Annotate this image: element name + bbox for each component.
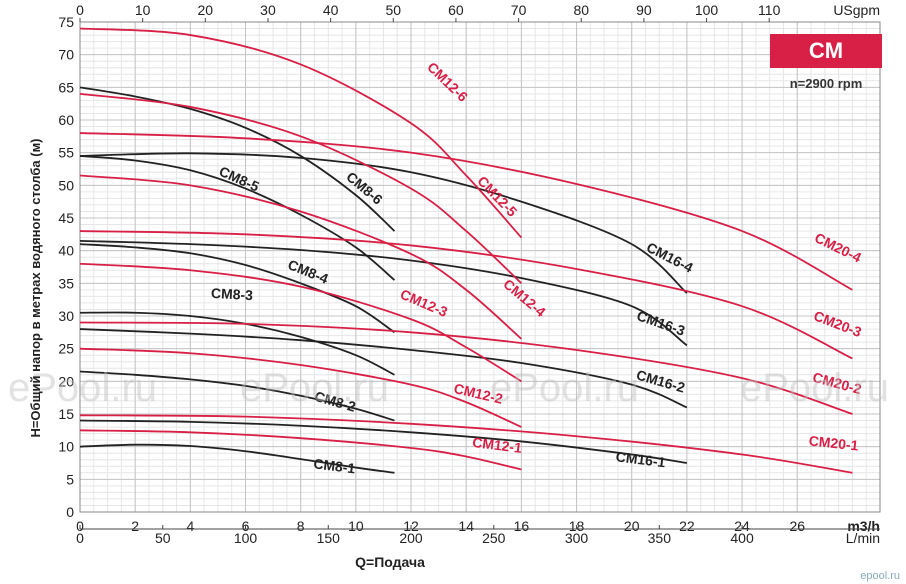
curve-label-cm12-1: CM12-1	[471, 434, 523, 456]
y-tick-label: 45	[58, 210, 74, 226]
usgpm-tick-label: 100	[695, 2, 719, 18]
usgpm-tick-label: 30	[260, 2, 276, 18]
curve-label-cm16-1: CM16-1	[615, 448, 667, 470]
y-tick-label: 70	[58, 47, 74, 63]
x-tick-label: 16	[514, 518, 530, 534]
usgpm-tick-label: 0	[76, 2, 84, 18]
lmin-tick-label: 300	[565, 530, 589, 546]
curve-label-cm20-2: CM20-2	[811, 369, 863, 397]
y-tick-label: 50	[58, 177, 74, 193]
y-tick-label: 60	[58, 112, 74, 128]
curve-cm12-4	[79, 174, 522, 340]
curve-label-cm16-2: CM16-2	[635, 367, 687, 396]
curve-label-cm8-1: CM8-1	[313, 455, 357, 476]
curve-cm20-1	[79, 414, 853, 474]
x-tick-label: 4	[186, 518, 194, 534]
x-tick-label: 10	[348, 518, 364, 534]
curve-cm16-4	[79, 152, 688, 294]
x-tick-label: 26	[789, 518, 805, 534]
curve-cm8-2	[79, 370, 395, 422]
usgpm-tick-label: 10	[135, 2, 151, 18]
curve-cm12-3	[79, 262, 522, 383]
corner-logo-text: epool.ru	[860, 570, 900, 582]
curve-cm16-2	[79, 328, 688, 409]
curve-label-cm8-2: CM8-2	[313, 388, 358, 415]
usgpm-tick-label: 80	[573, 2, 589, 18]
curve-cm12-6	[79, 27, 523, 239]
usgpm-tick-label: 70	[511, 2, 527, 18]
lmin-tick-label: 0	[76, 530, 84, 546]
curve-cm16-1	[79, 419, 688, 464]
curve-cm12-2	[79, 347, 522, 428]
usgpm-tick-label: 50	[385, 2, 401, 18]
y-tick-label: 20	[58, 373, 74, 389]
y-tick-label: 65	[58, 79, 74, 95]
x-tick-label: 22	[679, 518, 695, 534]
bottom-axis-unit: L/min	[846, 530, 880, 546]
curve-label-cm12-3: CM12-3	[398, 286, 450, 320]
curve-cm12-1	[79, 429, 522, 471]
x-tick-label: 8	[297, 518, 305, 534]
curve-cm12-5	[79, 92, 522, 284]
y-tick-label: 35	[58, 275, 74, 291]
usgpm-tick-label: 20	[198, 2, 214, 18]
y-tick-label: 55	[58, 145, 74, 161]
axes: 0510152025303540455055606570750246810121…	[58, 2, 880, 546]
curve-label-cm8-3: CM8-3	[211, 285, 254, 303]
plot-frame	[79, 21, 881, 513]
usgpm-tick-label: 110	[758, 2, 781, 18]
curve-label-cm8-4: CM8-4	[286, 256, 331, 287]
curve-cm16-3	[79, 239, 688, 347]
lmin-tick-label: 400	[730, 530, 754, 546]
lmin-tick-label: 100	[234, 530, 258, 546]
y-tick-label: 5	[66, 471, 74, 487]
usgpm-tick-label: 60	[448, 2, 464, 18]
lmin-tick-label: 150	[317, 530, 341, 546]
y-tick-label: 75	[58, 14, 74, 30]
curve-label-cm8-5: CM8-5	[217, 163, 262, 195]
rotation-speed: n=2900 rpm	[789, 76, 863, 91]
lmin-tick-label: 200	[399, 530, 423, 546]
y-tick-label: 15	[58, 406, 74, 422]
curve-cm8-5	[79, 155, 396, 281]
curve-label-cm12-6: CM12-6	[424, 59, 471, 105]
usgpm-tick-label: 90	[636, 2, 652, 18]
y-tick-label: 40	[58, 243, 74, 259]
top-axis-unit: USgpm	[833, 2, 880, 18]
x-tick-label: 2	[131, 518, 139, 534]
curve-label-cm12-2: CM12-2	[452, 380, 504, 407]
curve-cm20-2	[79, 321, 853, 415]
lmin-tick-label: 350	[648, 530, 672, 546]
grid-major	[79, 21, 881, 513]
lmin-tick-label: 50	[155, 530, 171, 546]
x-tick-label: 20	[624, 518, 640, 534]
curve-cm8-4	[79, 243, 395, 334]
x-axis-label: Q=Подача	[355, 554, 425, 570]
y-tick-label: 10	[58, 439, 74, 455]
x-unit-m3h: m3/h	[847, 518, 880, 534]
lmin-tick-label: 250	[482, 530, 506, 546]
performance-curves	[79, 27, 853, 474]
usgpm-tick-label: 40	[323, 2, 339, 18]
y-tick-label: 25	[58, 341, 74, 357]
curve-cm20-4	[79, 132, 853, 291]
curve-cm20-3	[79, 230, 853, 360]
curve-label-cm20-1: CM20-1	[808, 432, 859, 453]
y-axis-label: H=Общий напор в метрах водяного столба (…	[28, 138, 43, 438]
y-tick-label: 0	[66, 504, 74, 520]
series-badge: CM	[770, 34, 882, 68]
x-tick-label: 14	[458, 518, 474, 534]
curve-cm8-1	[79, 443, 395, 474]
curve-label-cm12-5: CM12-5	[474, 173, 520, 220]
curve-cm8-6	[79, 86, 396, 232]
y-tick-label: 30	[58, 308, 74, 324]
curve-label-cm16-3: CM16-3	[635, 307, 687, 338]
